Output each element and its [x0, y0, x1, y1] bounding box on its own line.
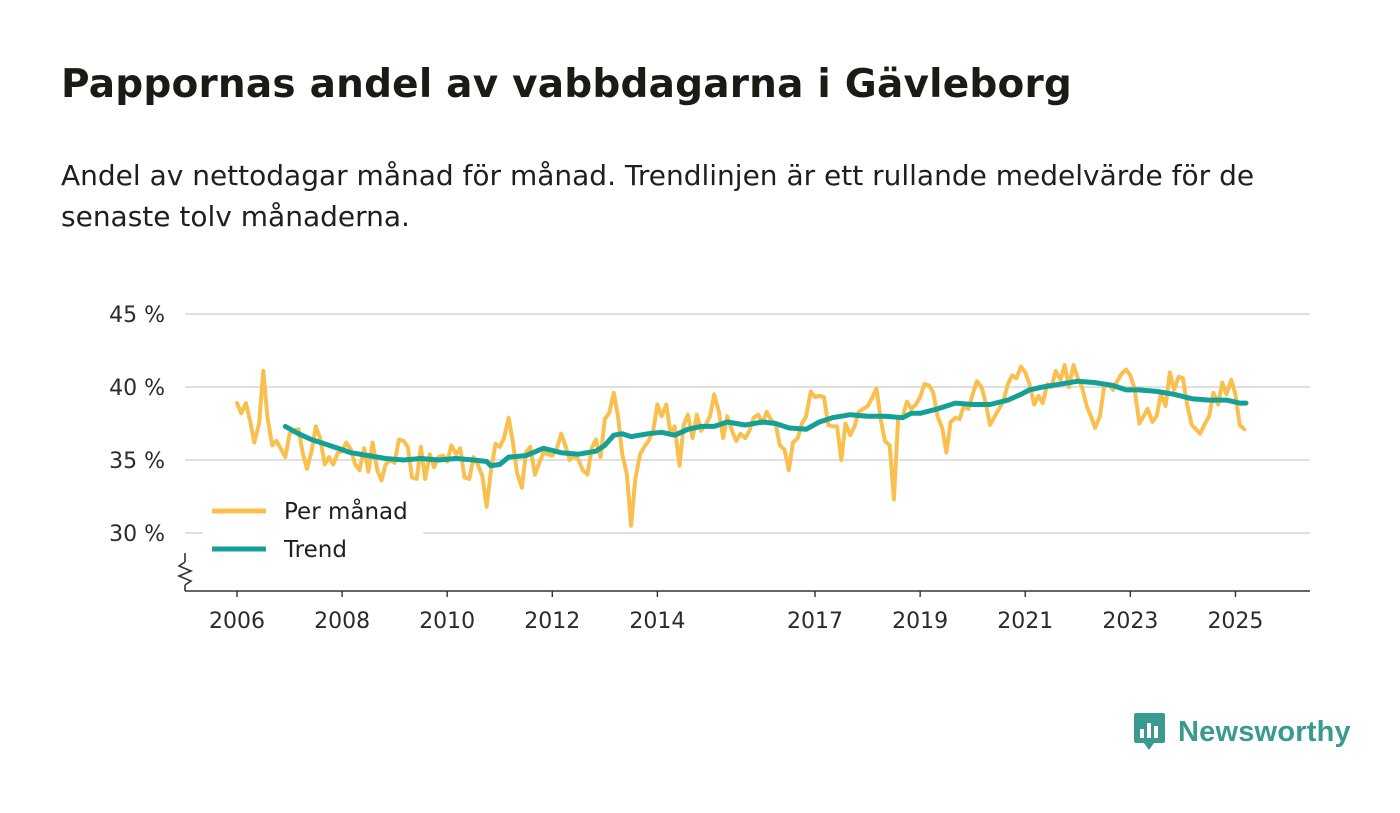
line-chart: 30 % 35 % 40 % 45 % 2006 2008 2010 2012 2014 201… — [109, 303, 1310, 634]
y-axis-break-zigzag — [176, 561, 194, 586]
newsworthy-logo-icon — [1134, 713, 1165, 750]
series-line-trend — [282, 378, 1249, 469]
y-tick-label: 45 % — [109, 303, 165, 328]
legend: Per månad Trend — [203, 492, 423, 568]
gridlines — [185, 313, 1310, 534]
axes — [176, 553, 1310, 592]
x-tick-label: 2010 — [419, 609, 475, 634]
y-tick-label: 35 % — [109, 449, 165, 474]
x-tick-label: 2017 — [787, 609, 843, 634]
legend-label-per-manad: Per månad — [284, 497, 408, 525]
legend-label-trend: Trend — [283, 537, 347, 563]
chart-subtitle: Andel av nettodagar månad för månad. Tre… — [61, 159, 1255, 233]
x-axis-ticks: 2006 2008 2010 2012 2014 2017 2019 2021 2023 2025 — [209, 591, 1263, 634]
newsworthy-brand[interactable]: Newsworthy — [1133, 712, 1351, 752]
x-tick-label: 2021 — [997, 609, 1053, 634]
newsworthy-wordmark: Newsworthy — [1178, 715, 1351, 748]
x-tick-label: 2023 — [1102, 609, 1158, 634]
y-tick-label: 30 % — [109, 522, 165, 547]
series-line-per-manad — [235, 363, 1247, 528]
y-axis-tick-labels: 30 % 35 % 40 % 45 % — [109, 303, 165, 547]
x-tick-label: 2014 — [629, 609, 685, 634]
chart-title: Pappornas andel av vabbdagarna i Gävlebo… — [61, 62, 1073, 107]
series — [235, 363, 1249, 528]
y-tick-label: 40 % — [109, 376, 165, 401]
legend-background — [203, 492, 423, 568]
x-tick-label: 2025 — [1207, 609, 1263, 634]
x-tick-label: 2019 — [892, 609, 948, 634]
x-tick-label: 2008 — [314, 609, 370, 634]
x-tick-label: 2012 — [524, 609, 580, 634]
x-tick-label: 2006 — [209, 609, 265, 634]
